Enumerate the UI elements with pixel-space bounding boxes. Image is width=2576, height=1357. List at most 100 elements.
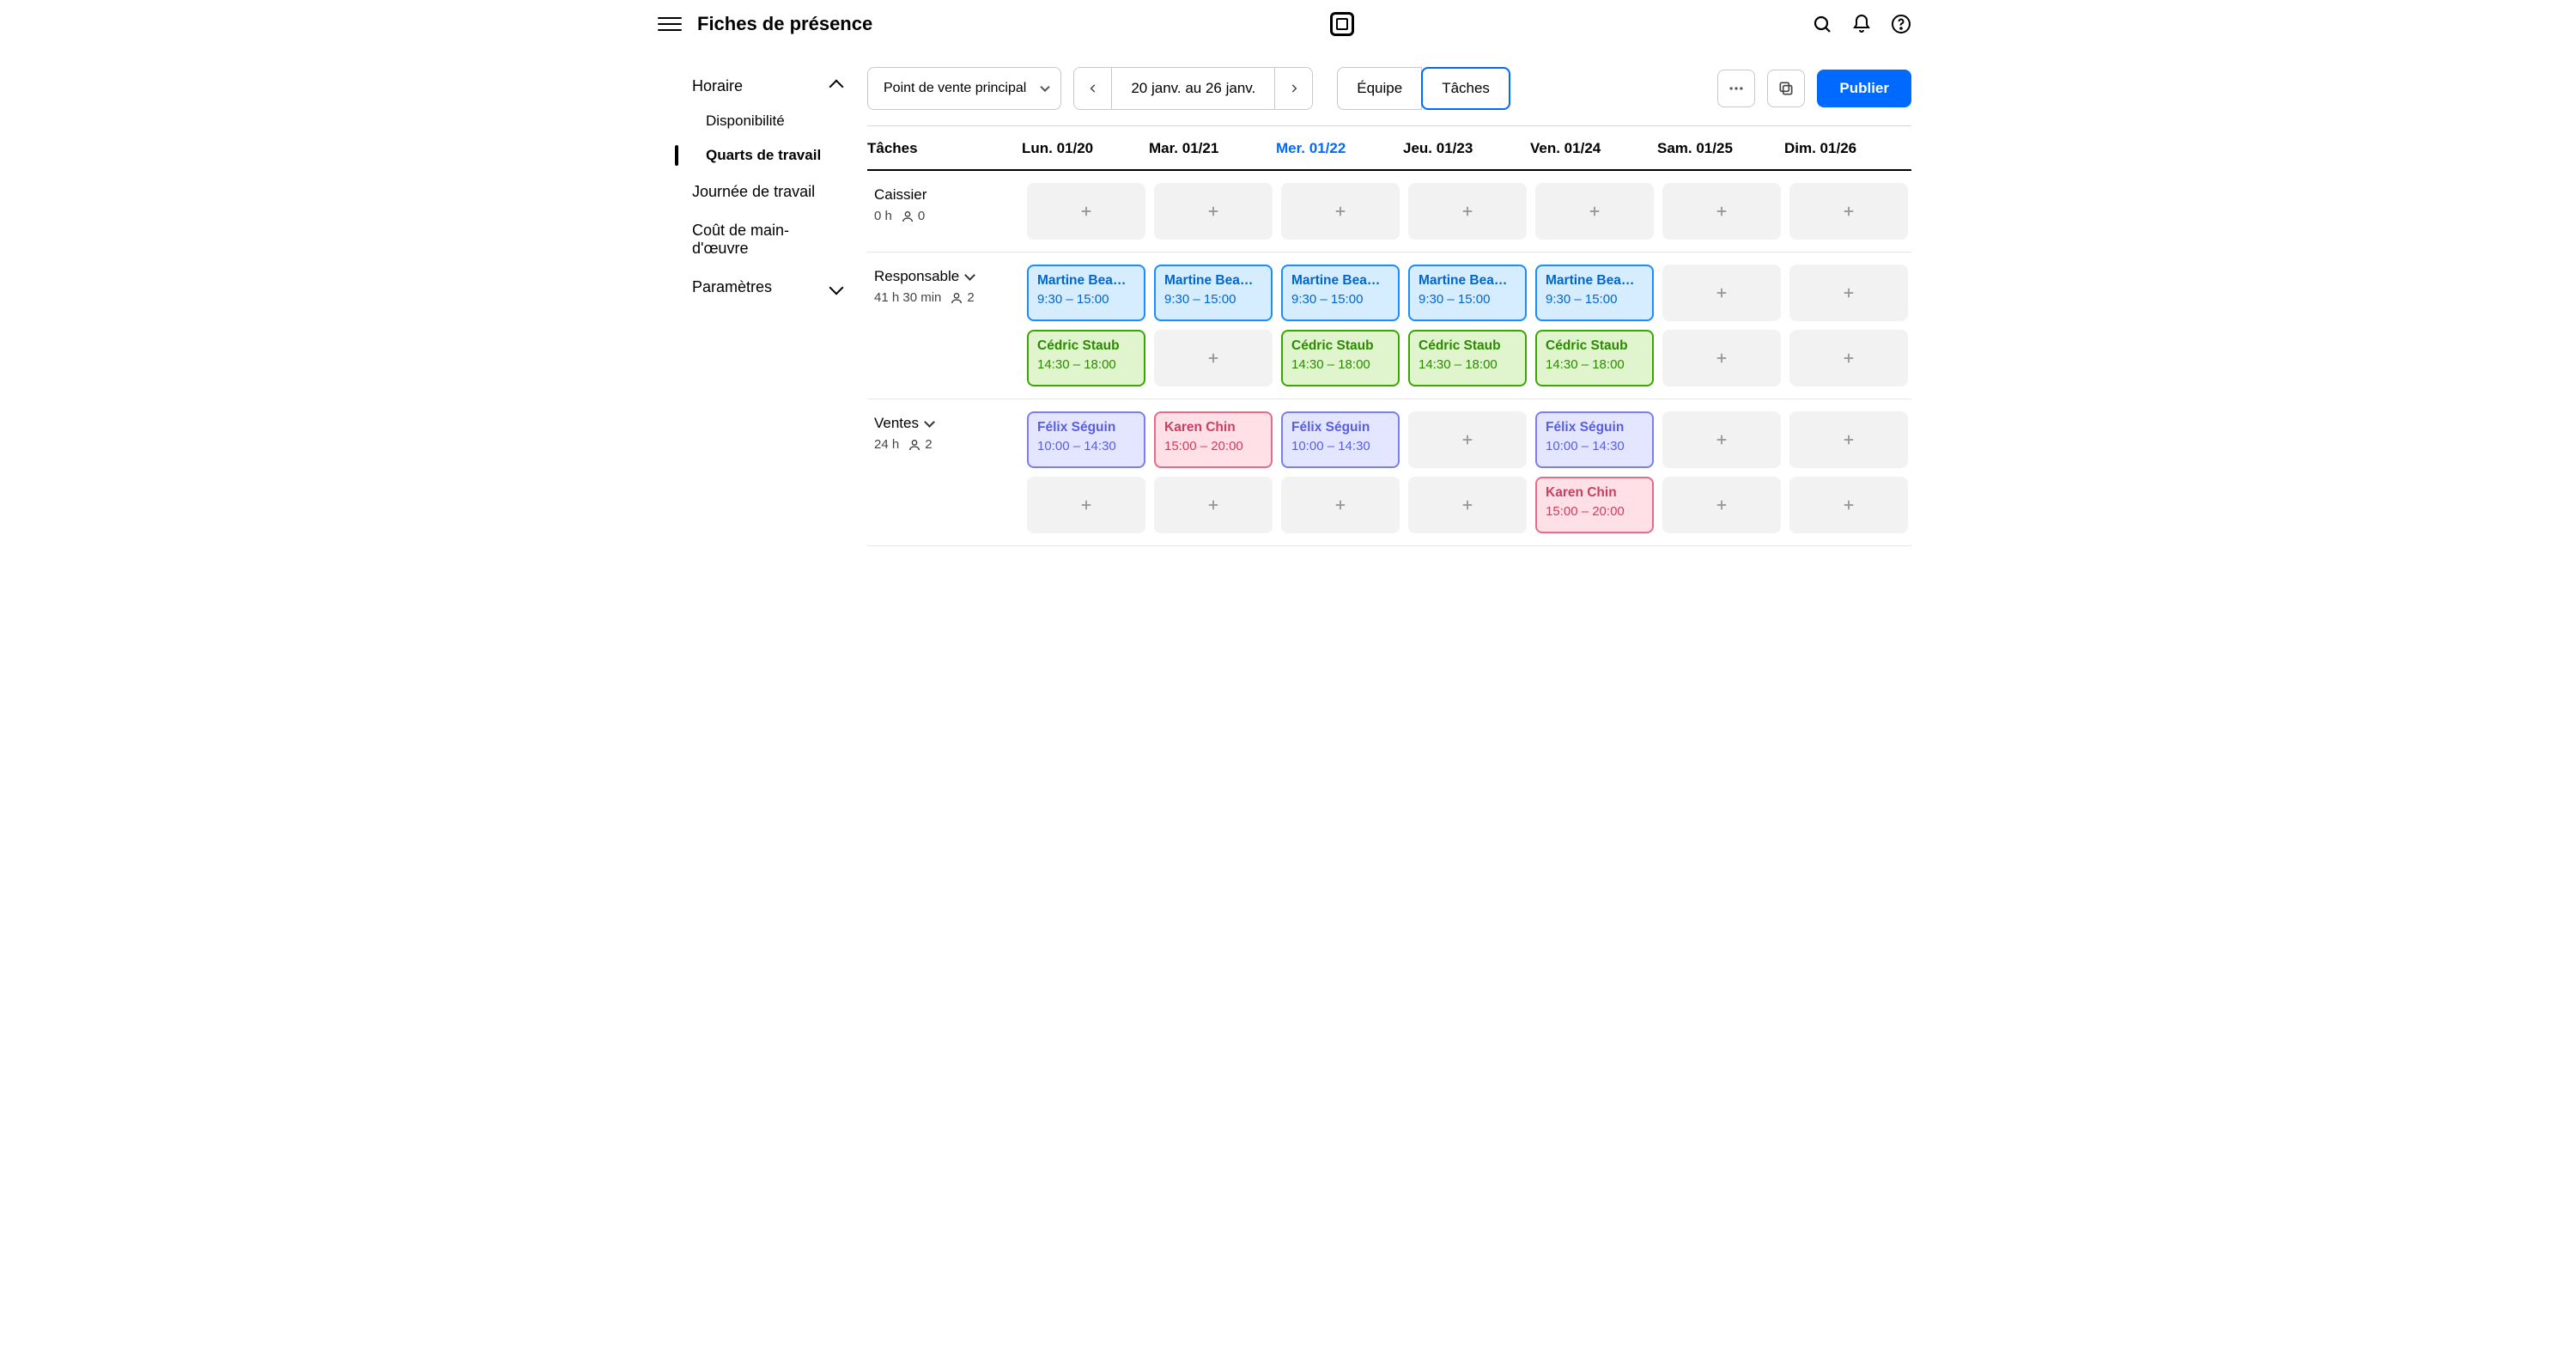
day-header: Dim. 01/26 (1784, 140, 1911, 157)
shift-person: Cédric Staub (1419, 338, 1516, 354)
shift-person: Martine Bea… (1037, 273, 1135, 289)
shift-time: 14:30 – 18:00 (1546, 357, 1643, 372)
page-title: Fiches de présence (697, 13, 872, 35)
add-shift-button[interactable] (1027, 477, 1145, 533)
sidebar-item-shifts[interactable]: Quarts de travail (644, 138, 860, 173)
add-shift-button[interactable] (1789, 411, 1908, 468)
view-toggle: Équipe Tâches (1337, 67, 1510, 110)
shift-card[interactable]: Martine Bea…9:30 – 15:00 (1535, 265, 1654, 321)
add-shift-button[interactable] (1154, 477, 1273, 533)
topbar: Fiches de présence (644, 0, 1932, 48)
help-icon[interactable] (1891, 14, 1911, 34)
shift-card[interactable]: Félix Séguin10:00 – 14:30 (1027, 411, 1145, 468)
sidebar-item-labor-cost[interactable]: Coût de main-d'œuvre (644, 211, 860, 268)
shift-card[interactable]: Martine Bea…9:30 – 15:00 (1154, 265, 1273, 321)
role-meta: 0 h0 (874, 209, 1015, 223)
shift-time: 15:00 – 20:00 (1164, 439, 1262, 453)
add-shift-button[interactable] (1281, 477, 1400, 533)
shift-card[interactable]: Martine Bea…9:30 – 15:00 (1281, 265, 1400, 321)
role-row: Responsable 41 h 30 min2 Martine Bea…9:30 … (867, 253, 1911, 399)
shift-card[interactable]: Cédric Staub 14:30 – 18:00 (1408, 330, 1527, 386)
view-tasks-button[interactable]: Tâches (1421, 67, 1510, 110)
shift-person: Karen Chin (1164, 420, 1262, 435)
prev-week-button[interactable] (1074, 68, 1112, 109)
add-shift-button[interactable] (1027, 183, 1145, 240)
more-actions-button[interactable] (1717, 70, 1755, 107)
shift-person: Cédric Staub (1546, 338, 1643, 354)
shift-card[interactable]: Martine Bea…9:30 – 15:00 (1408, 265, 1527, 321)
sidebar-item-workday[interactable]: Journée de travail (644, 173, 860, 211)
sidebar-item-label: Coût de main-d'œuvre (692, 222, 841, 258)
location-select[interactable]: Point de vente principal (867, 67, 1061, 110)
topbar-center (872, 12, 1812, 36)
shift-person: Martine Bea… (1164, 273, 1262, 289)
tasks-column-header: Tâches (867, 140, 1022, 157)
sidebar-item-settings[interactable]: Paramètres (644, 268, 860, 307)
day-header: Sam. 01/25 (1657, 140, 1784, 157)
role-meta: 41 h 30 min2 (874, 290, 1015, 305)
add-shift-button[interactable] (1789, 477, 1908, 533)
add-shift-button[interactable] (1408, 183, 1527, 240)
add-shift-button[interactable] (1662, 477, 1781, 533)
add-shift-button[interactable] (1281, 183, 1400, 240)
chevron-up-icon (829, 79, 844, 94)
role-row: Caissier 0 h0 (867, 171, 1911, 253)
shift-card[interactable]: Cédric Staub14:30 – 18:00 (1027, 330, 1145, 386)
bell-icon[interactable] (1851, 14, 1872, 34)
role-name[interactable]: Responsable (874, 268, 1015, 285)
day-cell: Martine Bea…9:30 – 15:00 Cédric Staub14:3… (1281, 265, 1403, 386)
add-shift-button[interactable] (1408, 411, 1527, 468)
add-shift-button[interactable] (1408, 477, 1527, 533)
copy-schedule-button[interactable] (1767, 70, 1805, 107)
topbar-actions (1812, 14, 1911, 34)
location-select-value: Point de vente principal (884, 80, 1026, 96)
main: Point de vente principal 20 janv. au 26 … (867, 48, 1932, 581)
shift-person: Martine Bea… (1291, 273, 1389, 289)
date-range[interactable]: 20 janv. au 26 janv. (1112, 68, 1274, 109)
day-cell (1662, 265, 1784, 386)
role-people: 2 (908, 437, 932, 452)
day-cell (1408, 411, 1530, 533)
day-cell (1662, 411, 1784, 533)
add-shift-button[interactable] (1662, 330, 1781, 386)
day-cell: Félix Séguin10:00 – 14:30 Karen Chin15:00… (1535, 411, 1657, 533)
add-shift-button[interactable] (1662, 183, 1781, 240)
add-shift-button[interactable] (1154, 330, 1273, 386)
shift-card[interactable]: Cédric Staub 14:30 – 18:00 (1535, 330, 1654, 386)
view-team-button[interactable]: Équipe (1337, 67, 1422, 110)
day-cell: Martine Bea…9:30 – 15:00 Cédric Staub 14:3… (1408, 265, 1530, 386)
search-icon[interactable] (1812, 14, 1832, 34)
shift-card[interactable]: Cédric Staub14:30 – 18:00 (1281, 330, 1400, 386)
sidebar-item-label: Journée de travail (692, 183, 815, 201)
next-week-button[interactable] (1274, 68, 1312, 109)
add-shift-button[interactable] (1789, 183, 1908, 240)
shift-time: 10:00 – 14:30 (1037, 439, 1135, 453)
shift-card[interactable]: Félix Séguin10:00 – 14:30 (1281, 411, 1400, 468)
add-shift-button[interactable] (1662, 265, 1781, 321)
shift-card[interactable]: Karen Chin 15:00 – 20:00 (1154, 411, 1273, 468)
add-shift-button[interactable] (1789, 330, 1908, 386)
shift-person: Martine Bea… (1419, 273, 1516, 289)
shift-person: Martine Bea… (1546, 273, 1643, 289)
role-cell: Responsable 41 h 30 min2 (867, 265, 1022, 386)
role-name[interactable]: Ventes (874, 415, 1015, 432)
day-cell (1789, 183, 1911, 240)
add-shift-button[interactable] (1662, 411, 1781, 468)
day-cell: Martine Bea…9:30 – 15:00 Cédric Staub14:3… (1027, 265, 1149, 386)
day-cell (1662, 183, 1784, 240)
add-shift-button[interactable] (1535, 183, 1654, 240)
add-shift-button[interactable] (1789, 265, 1908, 321)
shift-time: 14:30 – 18:00 (1419, 357, 1516, 372)
shift-card[interactable]: Karen Chin15:00 – 20:00 (1535, 477, 1654, 533)
day-cell: Martine Bea…9:30 – 15:00 (1154, 265, 1276, 386)
shift-card[interactable]: Martine Bea…9:30 – 15:00 (1027, 265, 1145, 321)
day-header: Mer. 01/22 (1276, 140, 1403, 157)
shift-card[interactable]: Félix Séguin10:00 – 14:30 (1535, 411, 1654, 468)
publish-button[interactable]: Publier (1817, 70, 1911, 107)
sidebar-group-schedule[interactable]: Horaire (644, 69, 860, 104)
add-shift-button[interactable] (1154, 183, 1273, 240)
role-name: Caissier (874, 186, 1015, 204)
day-cell (1789, 411, 1911, 533)
menu-icon[interactable] (658, 12, 682, 36)
sidebar-item-availability[interactable]: Disponibilité (644, 104, 860, 138)
